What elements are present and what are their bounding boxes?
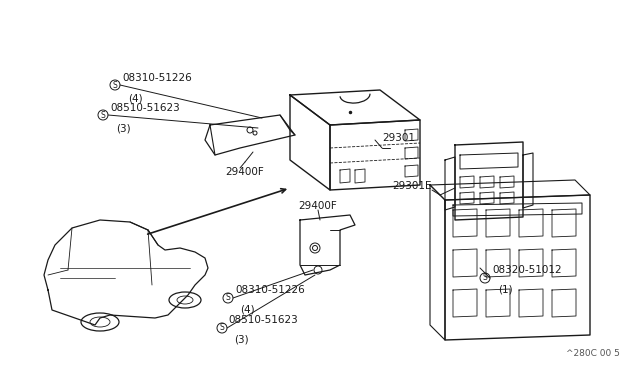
Text: ^280C 00 5: ^280C 00 5 <box>566 349 620 358</box>
Text: S: S <box>483 273 488 282</box>
Text: S: S <box>220 324 225 333</box>
Text: (3): (3) <box>234 335 248 345</box>
Text: 29400F: 29400F <box>225 167 264 177</box>
Text: S: S <box>113 80 117 90</box>
Text: 29301E: 29301E <box>392 181 432 191</box>
Text: 08320-51012: 08320-51012 <box>492 265 562 275</box>
Text: (4): (4) <box>240 305 255 315</box>
Text: 08310-51226: 08310-51226 <box>122 73 192 83</box>
Text: 08510-51623: 08510-51623 <box>110 103 180 113</box>
Text: 29301: 29301 <box>382 133 415 143</box>
Text: S: S <box>226 294 230 302</box>
Text: 08510-51623: 08510-51623 <box>228 315 298 325</box>
Text: S: S <box>100 110 106 119</box>
Text: (1): (1) <box>498 285 513 295</box>
Text: (3): (3) <box>116 123 131 133</box>
Text: 29400F: 29400F <box>299 201 337 211</box>
Text: 08310-51226: 08310-51226 <box>235 285 305 295</box>
Text: (4): (4) <box>128 93 143 103</box>
